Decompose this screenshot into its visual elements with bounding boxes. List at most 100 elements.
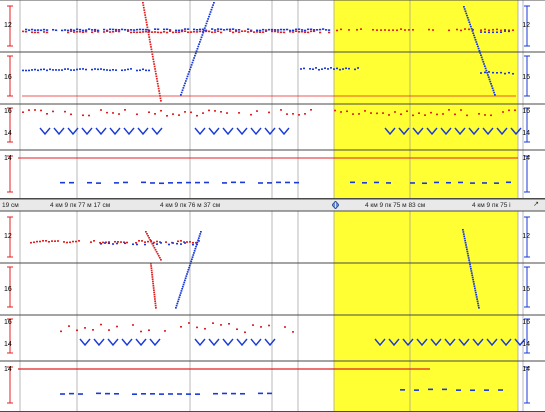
scan-dot <box>28 69 30 72</box>
scan-dot <box>301 30 304 33</box>
distance-ruler[interactable]: 19 см 4 км 9 пк 77 м 17 см 4 км 9 пк 76 … <box>0 199 545 211</box>
scan-dot <box>153 241 155 244</box>
scan-dot <box>204 25 207 27</box>
scan-dot <box>310 28 313 31</box>
scan-dot <box>446 181 451 184</box>
scan-dot <box>179 292 182 294</box>
scan-dot <box>268 111 270 114</box>
scan-dot <box>153 291 156 294</box>
scan-dot <box>284 326 286 328</box>
scan-dot <box>496 31 498 34</box>
scan-dot <box>268 28 271 31</box>
scan-dot <box>285 181 290 184</box>
scan-dot <box>228 322 230 325</box>
scan-dot <box>22 30 25 33</box>
scan-dot <box>94 30 97 33</box>
scan-dot <box>177 300 179 303</box>
scan-dot <box>195 245 197 248</box>
scan-dot <box>268 324 270 327</box>
scan-dot <box>200 231 202 233</box>
scan-dot <box>112 112 114 114</box>
scan-dot <box>481 58 484 61</box>
scan-dot <box>500 71 502 74</box>
scan-dot <box>82 29 85 32</box>
scan-dot <box>160 259 162 261</box>
scan-zigzag <box>500 338 512 347</box>
scan-dot <box>180 91 183 94</box>
scan-dot <box>159 182 164 185</box>
scan-dot <box>477 47 480 50</box>
scan-zigzag <box>412 127 424 136</box>
scan-dot <box>267 392 272 395</box>
scan-dot <box>73 69 75 71</box>
scan-dot <box>483 65 486 67</box>
scan-dot <box>482 61 485 63</box>
top-scan-pane[interactable]: 12 12 16 16 16 16 14 14 14 14 <box>0 0 545 199</box>
scan-dot <box>70 113 72 116</box>
scan-dot <box>34 29 37 31</box>
scan-dot <box>480 29 482 31</box>
scan-dot <box>148 69 150 72</box>
scan-dot <box>466 14 468 17</box>
scan-zigzag <box>121 338 133 347</box>
scan-dot <box>400 113 402 116</box>
scan-dot <box>46 29 49 31</box>
scan-zigzag <box>264 338 276 347</box>
scan-dot <box>133 29 136 31</box>
top-scan-canvas[interactable] <box>0 0 545 199</box>
scan-dot <box>78 240 80 242</box>
scan-dot <box>42 240 44 242</box>
scan-dot <box>159 95 161 97</box>
scan-dot <box>55 69 57 71</box>
scan-dot <box>340 28 342 31</box>
scan-dot <box>484 28 486 31</box>
scan-dot <box>69 241 71 244</box>
scan-dot <box>154 31 157 33</box>
scan-dot <box>143 9 146 11</box>
scan-dot <box>70 69 72 71</box>
scan-dot <box>208 13 211 16</box>
scan-dot <box>468 21 471 23</box>
scan-dot <box>476 298 479 300</box>
scan-dot <box>298 28 301 31</box>
right-arrow-icon[interactable]: ↗ <box>533 201 539 208</box>
scan-dot <box>192 59 195 62</box>
scan-dot <box>67 29 70 32</box>
scan-dot <box>49 68 51 71</box>
track-label-right: 16 <box>522 286 530 293</box>
scan-dot <box>274 30 277 33</box>
scan-dot <box>400 389 405 391</box>
scan-dot <box>64 29 67 31</box>
scan-zigzag <box>388 338 400 347</box>
bottom-scan-pane[interactable]: 12 12 16 16 16 16 14 14 14 14 <box>0 211 545 412</box>
scan-dot <box>292 31 295 33</box>
scan-dot <box>265 30 268 33</box>
scan-dot <box>220 31 223 34</box>
scan-dot <box>85 30 88 33</box>
scan-dot <box>106 69 108 71</box>
scan-dot <box>238 28 241 31</box>
scan-dot <box>462 231 465 233</box>
scan-dot <box>327 68 329 70</box>
scan-dot <box>512 29 514 31</box>
scan-dot <box>91 31 94 34</box>
scan-dot <box>200 36 203 39</box>
scan-dot <box>180 243 182 245</box>
scan-dot <box>64 110 66 113</box>
scan-dot <box>478 113 480 115</box>
scan-dot <box>187 73 190 75</box>
scan-dot <box>494 94 496 96</box>
scan-dot <box>88 114 90 117</box>
scan-dot <box>336 29 338 32</box>
scan-dot <box>472 278 475 281</box>
scan-dot <box>292 113 294 115</box>
scan-dot <box>380 29 382 31</box>
diamond-cursor-icon[interactable] <box>332 201 339 209</box>
scan-dot <box>116 242 118 245</box>
scan-dot <box>463 237 466 240</box>
scan-dot <box>198 41 201 43</box>
bottom-scan-canvas[interactable] <box>0 211 545 412</box>
scan-dot <box>148 237 151 239</box>
scan-dot <box>180 94 182 96</box>
scan-dot <box>186 181 191 184</box>
